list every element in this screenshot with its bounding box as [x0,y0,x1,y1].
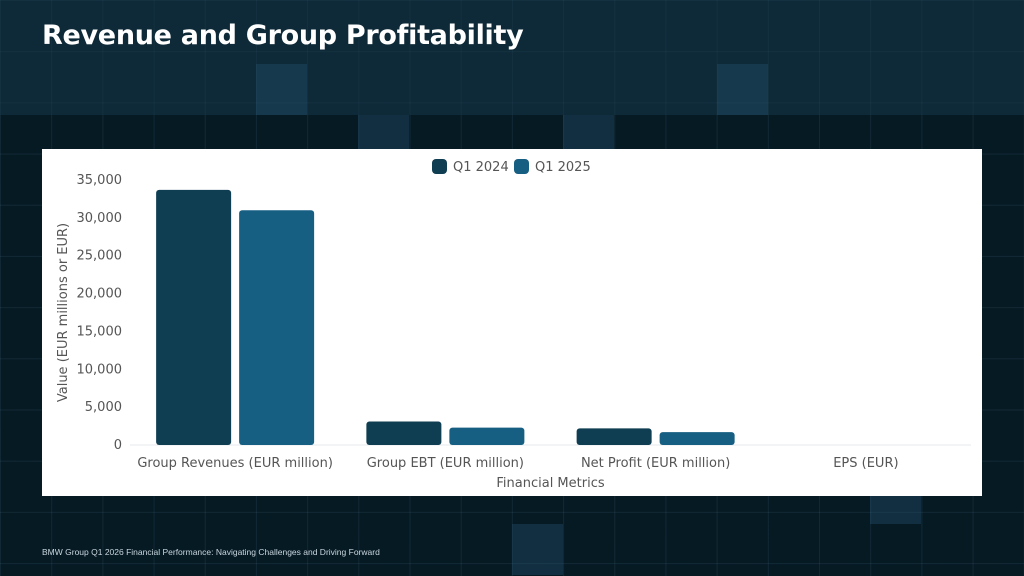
x-tick-label: Group Revenues (EUR million) [137,456,333,471]
bar-q1-2024 [156,189,232,445]
y-tick-label: 5,000 [85,400,122,415]
slide-title: Revenue and Group Profitability [42,20,524,51]
y-tick-label: 10,000 [77,362,123,377]
y-tick-label: 25,000 [77,249,123,264]
y-tick-label: 35,000 [77,173,123,188]
legend-label: Q1 2025 [535,160,591,175]
x-tick-label: Net Profit (EUR million) [581,456,730,471]
background-tile [717,64,768,115]
y-axis-title: Value (EUR millions or EUR) [56,223,71,402]
x-tick-label: EPS (EUR) [833,456,898,471]
x-axis-title: Financial Metrics [496,476,604,491]
bar-q1-2025 [449,427,525,445]
legend-swatch-q1-2025 [514,159,529,174]
y-tick-label: 15,000 [77,324,123,339]
background-tile [512,524,563,575]
y-tick-label: 20,000 [77,287,123,302]
legend-swatch-q1-2024 [432,159,447,174]
chart-card: 0 5,000 10,000 15,000 20,000 25,000 30,000 35,0… [42,149,982,496]
x-tick-label: Group EBT (EUR million) [367,456,524,471]
y-tick-label: 0 [114,438,122,453]
bar-q1-2025 [659,432,735,445]
bar-q1-2024 [366,421,442,445]
background-tile [256,64,307,115]
footer-text: BMW Group Q1 2026 Financial Performance:… [42,547,380,557]
y-tick-label: 30,000 [77,211,123,226]
bar-q1-2025 [239,210,315,445]
header-band [0,0,1024,115]
legend-label: Q1 2024 [453,160,509,175]
bar-chart: 0 5,000 10,000 15,000 20,000 25,000 30,000 35,0… [56,159,971,491]
bar-q1-2024 [576,428,652,445]
